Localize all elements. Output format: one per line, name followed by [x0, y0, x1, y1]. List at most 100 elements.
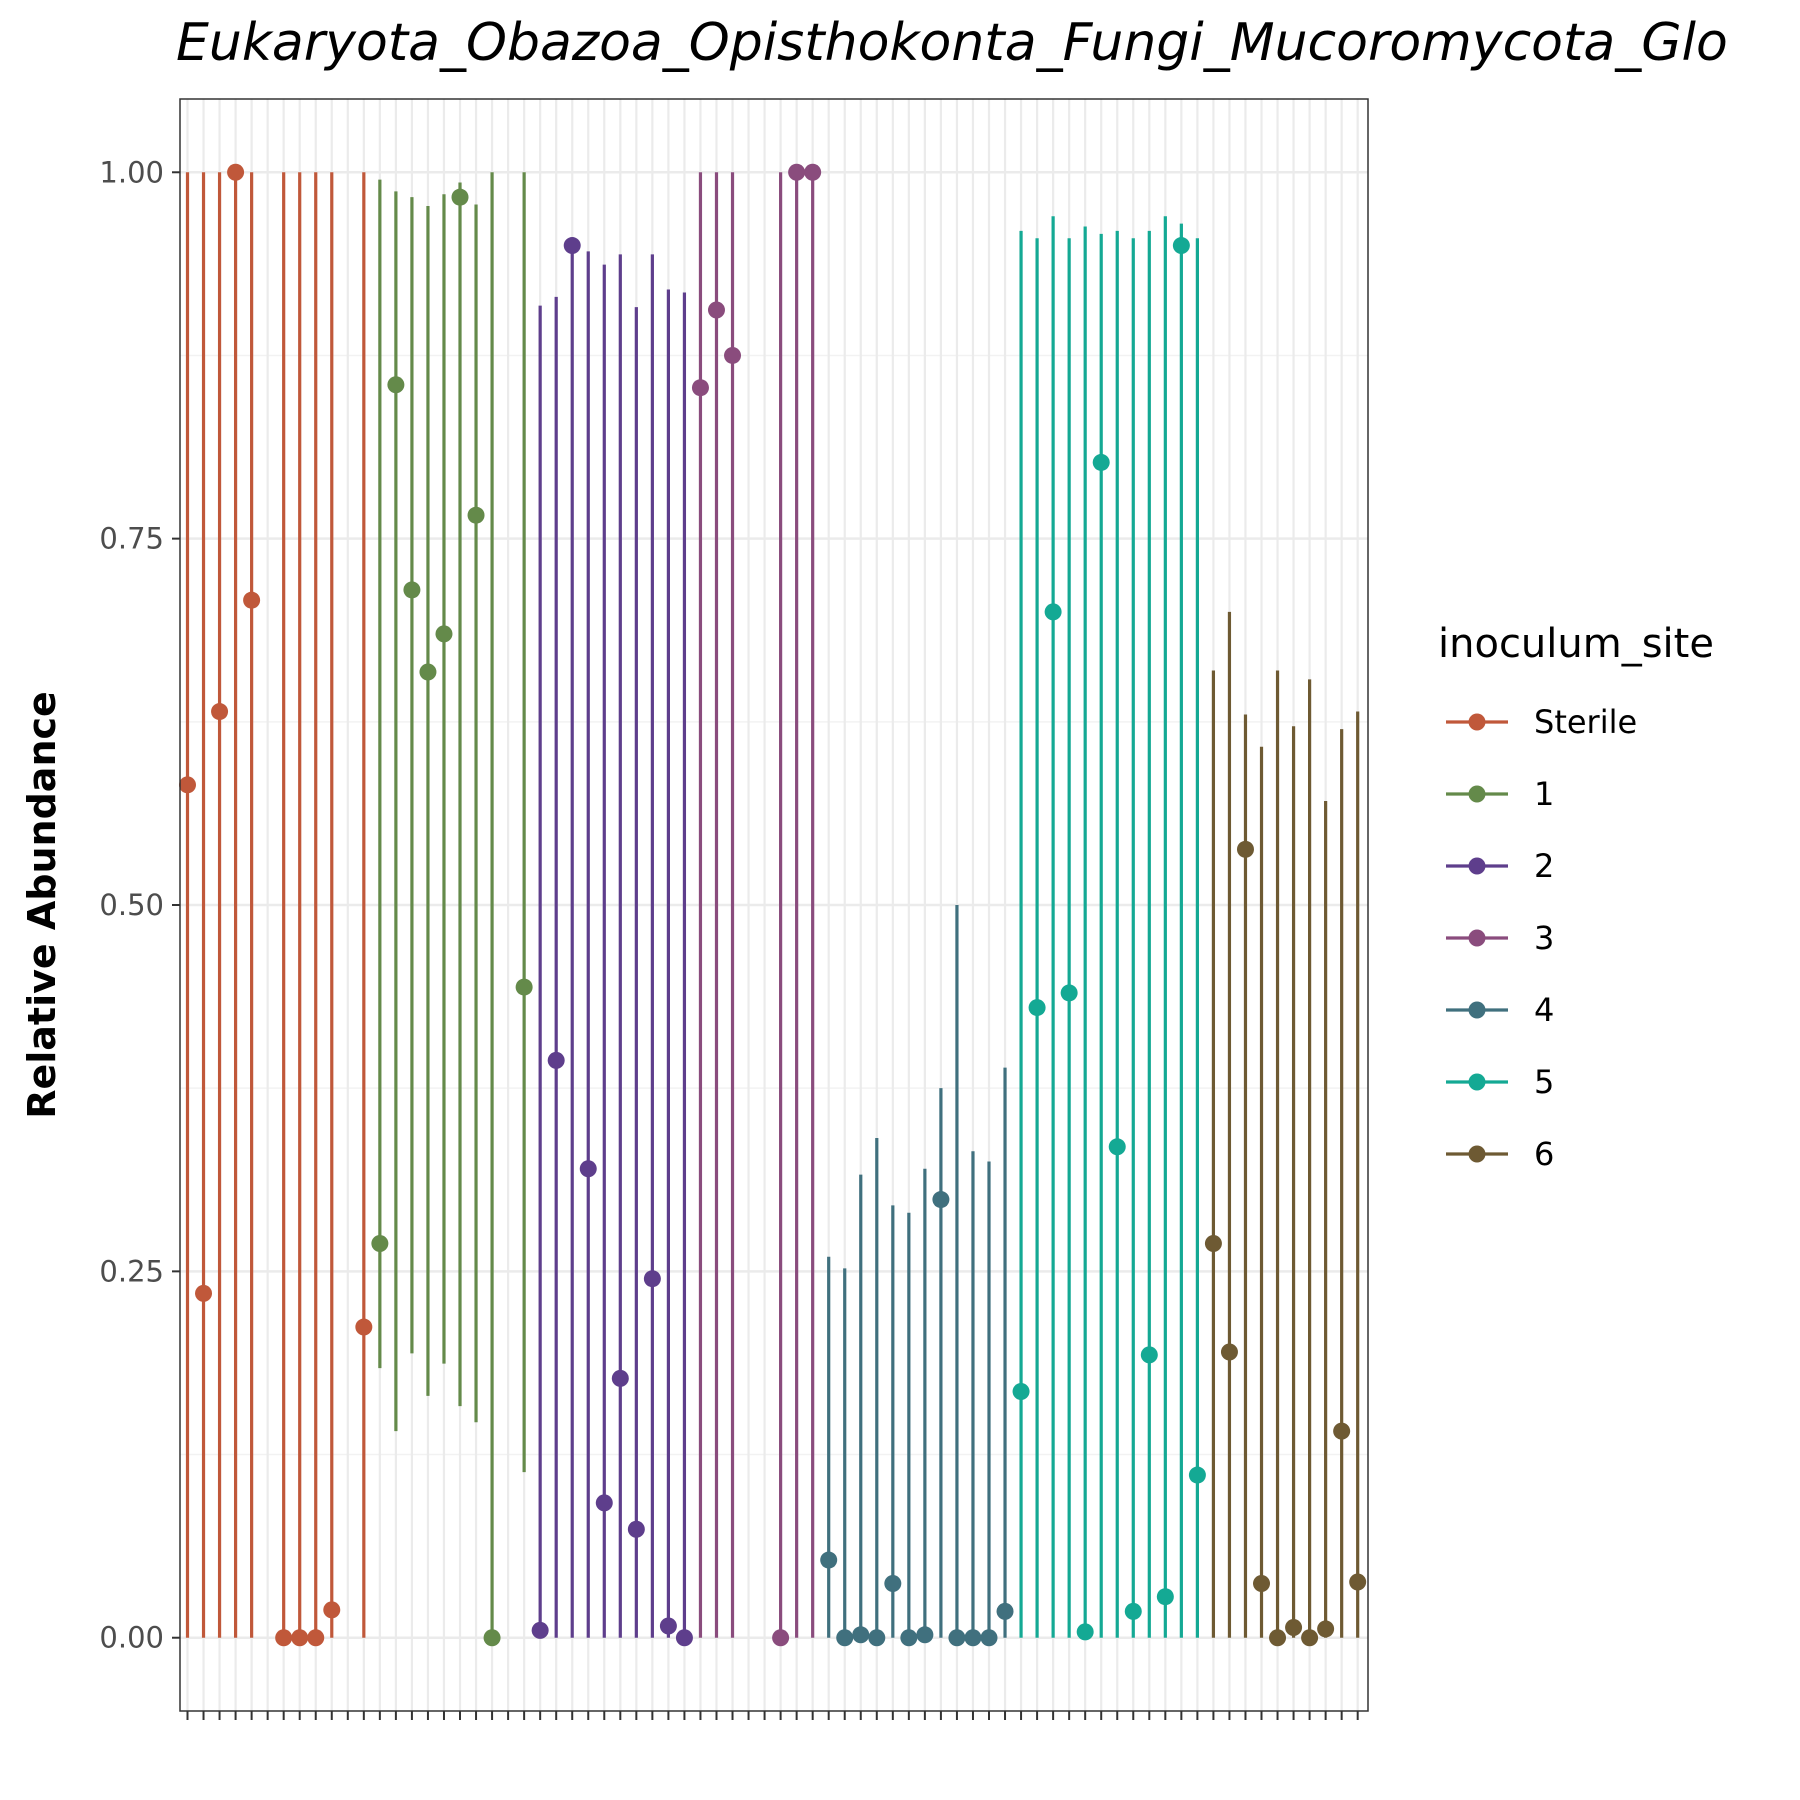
legend: inoculum_site Sterile 1 2 3 4 5 6	[1438, 621, 1714, 1173]
data-point	[691, 379, 709, 397]
legend-key-point	[1468, 1145, 1486, 1163]
data-point	[772, 1629, 790, 1647]
legend-entry: 1	[1446, 775, 1554, 813]
data-point	[435, 625, 453, 643]
legend-label: 5	[1534, 1063, 1554, 1101]
legend-key-point	[1468, 713, 1486, 731]
data-point	[1124, 1602, 1142, 1620]
data-point	[1317, 1620, 1335, 1638]
data-point	[483, 1629, 501, 1647]
data-point	[1108, 1138, 1126, 1156]
data-point	[1333, 1422, 1351, 1440]
data-point	[1076, 1623, 1094, 1641]
data-point	[1012, 1383, 1030, 1401]
chart-title: Eukaryota_Obazoa_Opisthokonta_Fungi_Muco…	[176, 13, 1728, 73]
data-point	[1156, 1588, 1174, 1606]
data-point	[980, 1629, 998, 1647]
data-point	[387, 376, 405, 394]
data-point	[563, 237, 581, 255]
data-point	[1349, 1573, 1367, 1591]
legend-key-point	[1468, 857, 1486, 875]
x-axis	[186, 1711, 1359, 1720]
series-6	[1204, 611, 1367, 1647]
legend-entry: 2	[1446, 847, 1554, 885]
data-point	[355, 1318, 373, 1336]
data-point	[948, 1629, 966, 1647]
legend-entry: 6	[1446, 1135, 1554, 1173]
data-marks	[179, 163, 1367, 1647]
data-point	[707, 301, 725, 319]
data-point	[804, 163, 822, 181]
data-point	[868, 1629, 886, 1647]
data-point	[323, 1601, 341, 1619]
data-point	[531, 1621, 549, 1639]
data-point	[916, 1626, 934, 1644]
data-point	[836, 1629, 854, 1647]
data-point	[852, 1626, 870, 1644]
legend-key-point	[1468, 929, 1486, 947]
data-point	[1060, 984, 1078, 1002]
data-point	[659, 1617, 677, 1635]
data-point	[675, 1629, 693, 1647]
data-point	[451, 188, 469, 206]
legend-label: 6	[1534, 1135, 1554, 1173]
data-point	[788, 163, 806, 181]
series-Sterile	[179, 163, 373, 1647]
y-tick-label: 0.25	[99, 1254, 164, 1288]
legend-entry: 5	[1446, 1063, 1554, 1101]
data-point	[1044, 603, 1062, 621]
data-point	[243, 591, 261, 609]
y-tick-label: 1.00	[99, 155, 164, 189]
data-point	[1301, 1629, 1319, 1647]
legend-label: 3	[1534, 919, 1554, 957]
legend-label: 4	[1534, 991, 1554, 1029]
data-point	[611, 1369, 629, 1387]
series-4	[820, 905, 1014, 1647]
y-tick-label: 0.75	[99, 522, 164, 556]
legend-label: Sterile	[1534, 703, 1637, 741]
data-point	[291, 1629, 309, 1647]
data-point	[1269, 1629, 1287, 1647]
legend-entry: Sterile	[1446, 703, 1637, 741]
legend-label: 1	[1534, 775, 1554, 813]
legend-entry: 4	[1446, 991, 1554, 1029]
data-point	[1188, 1466, 1206, 1484]
y-tick-label: 0.50	[99, 888, 164, 922]
legend-title: inoculum_site	[1438, 621, 1714, 667]
legend-entry: 3	[1446, 919, 1554, 957]
data-point	[211, 703, 229, 721]
data-point	[403, 581, 421, 599]
data-point	[1253, 1575, 1271, 1593]
series-3	[691, 163, 822, 1647]
data-point	[884, 1575, 902, 1593]
data-point	[1092, 453, 1110, 471]
data-point	[932, 1191, 950, 1209]
data-point	[195, 1284, 213, 1302]
data-point	[1204, 1235, 1222, 1253]
data-point	[419, 663, 437, 681]
series-5	[1012, 216, 1206, 1641]
y-tick-label: 0.00	[99, 1621, 164, 1655]
grid-minor-lines	[180, 354, 1368, 1456]
legend-key-point	[1468, 1001, 1486, 1019]
data-point	[1172, 237, 1190, 255]
data-point	[515, 978, 533, 996]
data-point	[1285, 1618, 1303, 1636]
legend-entries: Sterile 1 2 3 4 5 6	[1446, 703, 1637, 1173]
series-2	[531, 237, 693, 1647]
legend-key-point	[1468, 785, 1486, 803]
y-axis-title: Relative Abundance	[20, 691, 64, 1119]
data-point	[1028, 999, 1046, 1017]
data-point	[579, 1160, 597, 1178]
y-axis: 0.00 0.25 0.50 0.75 1.00	[99, 155, 180, 1655]
data-point	[627, 1520, 645, 1538]
data-point	[900, 1629, 918, 1647]
legend-label: 2	[1534, 847, 1554, 885]
data-point	[996, 1602, 1014, 1620]
data-point	[547, 1051, 565, 1069]
data-point	[820, 1551, 838, 1569]
series-1	[371, 172, 533, 1647]
data-point	[724, 346, 742, 364]
data-point	[1140, 1346, 1158, 1364]
